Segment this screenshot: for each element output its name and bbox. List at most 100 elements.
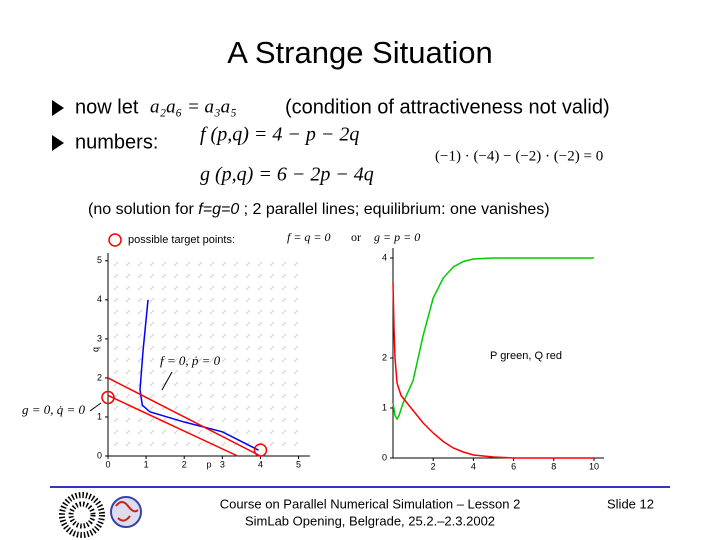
field-arrow — [149, 381, 155, 387]
field-arrow — [197, 369, 203, 375]
field-arrow — [125, 441, 131, 447]
series-line — [392, 257, 594, 421]
field-arrow — [281, 309, 287, 315]
field-arrow — [269, 369, 275, 375]
annotation: P green, Q red — [490, 350, 562, 362]
field-arrow — [257, 273, 263, 279]
x-tick-label: 0 — [105, 459, 110, 469]
determinant: (−1) · (−4) − (−2) · (−2) = 0 — [435, 148, 603, 164]
field-arrow — [173, 309, 179, 315]
field-arrow — [281, 297, 287, 303]
remark-part: ; 2 parallel lines; equilibrium: one van… — [239, 201, 549, 218]
y-axis-label: q — [90, 347, 100, 352]
annotation: f = 0, ṗ = 0 — [160, 353, 221, 368]
field-arrow — [173, 441, 179, 447]
equilibrium-or: or — [351, 230, 361, 244]
logo — [59, 492, 142, 538]
field-arrow — [137, 429, 143, 435]
field-arrow — [125, 381, 131, 387]
field-arrow — [149, 369, 155, 375]
series-line — [107, 377, 261, 457]
field-arrow — [125, 261, 131, 267]
field-arrow — [125, 393, 131, 399]
field-arrow — [125, 333, 131, 339]
field-arrow — [125, 357, 131, 363]
field-arrow — [197, 321, 203, 327]
field-arrow — [185, 309, 191, 315]
equilibrium: g = p = 0 — [374, 230, 420, 244]
field-arrow — [281, 441, 287, 447]
field-arrow — [257, 429, 263, 435]
field-arrow — [209, 261, 215, 267]
field-arrow — [293, 429, 299, 435]
field-arrow — [257, 309, 263, 315]
field-arrow — [245, 369, 251, 375]
field-arrow — [245, 321, 251, 327]
field-arrow — [113, 441, 119, 447]
field-arrow — [149, 333, 155, 339]
x-tick-label: 4 — [258, 459, 263, 469]
field-arrow — [197, 441, 203, 447]
field-arrow — [113, 297, 119, 303]
y-tick-label: 1 — [97, 411, 102, 421]
equilibrium: f = q = 0 — [287, 230, 331, 244]
field-arrow — [281, 417, 287, 423]
field-arrow — [149, 297, 155, 303]
x-tick-label: 6 — [511, 461, 516, 471]
field-arrow — [125, 369, 131, 375]
field-arrow — [257, 261, 263, 267]
field-arrow — [269, 345, 275, 351]
field-arrow — [173, 357, 179, 363]
field-arrow — [293, 297, 299, 303]
field-arrow — [185, 333, 191, 339]
field-arrow — [197, 297, 203, 303]
field-arrow — [149, 417, 155, 423]
field-arrow — [137, 285, 143, 291]
field-arrow — [125, 321, 131, 327]
field-arrow — [137, 273, 143, 279]
field-arrow — [113, 273, 119, 279]
field-arrow — [197, 429, 203, 435]
footer-line: Course on Parallel Numerical Simulation … — [220, 496, 521, 511]
field-arrow — [185, 285, 191, 291]
annotation: g = 0, q̇ = 0 — [22, 402, 86, 417]
field-arrow — [161, 273, 167, 279]
field-arrow — [185, 297, 191, 303]
field-arrow — [245, 309, 251, 315]
field-arrow — [149, 273, 155, 279]
field-arrow — [293, 381, 299, 387]
x-tick-label: 8 — [551, 461, 556, 471]
field-arrow — [233, 261, 239, 267]
field-arrow — [185, 261, 191, 267]
field-arrow — [173, 321, 179, 327]
field-arrow — [125, 285, 131, 291]
field-arrow — [281, 285, 287, 291]
field-arrow — [209, 297, 215, 303]
target-point — [101, 390, 115, 405]
field-arrow — [173, 297, 179, 303]
field-arrow — [137, 297, 143, 303]
field-arrow — [269, 381, 275, 387]
field-arrow — [209, 321, 215, 327]
field-arrow — [113, 345, 119, 351]
field-arrow — [185, 441, 191, 447]
field-arrow — [293, 321, 299, 327]
field-arrow — [293, 285, 299, 291]
field-arrow — [209, 309, 215, 315]
field-arrow — [161, 297, 167, 303]
field-arrow — [233, 405, 239, 411]
field-arrow — [233, 345, 239, 351]
series-line — [392, 282, 594, 459]
bullet-marker — [52, 135, 64, 151]
field-arrow — [245, 417, 251, 423]
field-arrow — [233, 393, 239, 399]
field-arrow — [269, 285, 275, 291]
y-tick-label: 5 — [97, 255, 102, 265]
field-arrow — [197, 261, 203, 267]
field-arrow — [125, 429, 131, 435]
field-arrow — [173, 273, 179, 279]
field-arrow — [209, 417, 215, 423]
field-arrow — [113, 369, 119, 375]
field-arrow — [221, 321, 227, 327]
field-arrow — [125, 309, 131, 315]
